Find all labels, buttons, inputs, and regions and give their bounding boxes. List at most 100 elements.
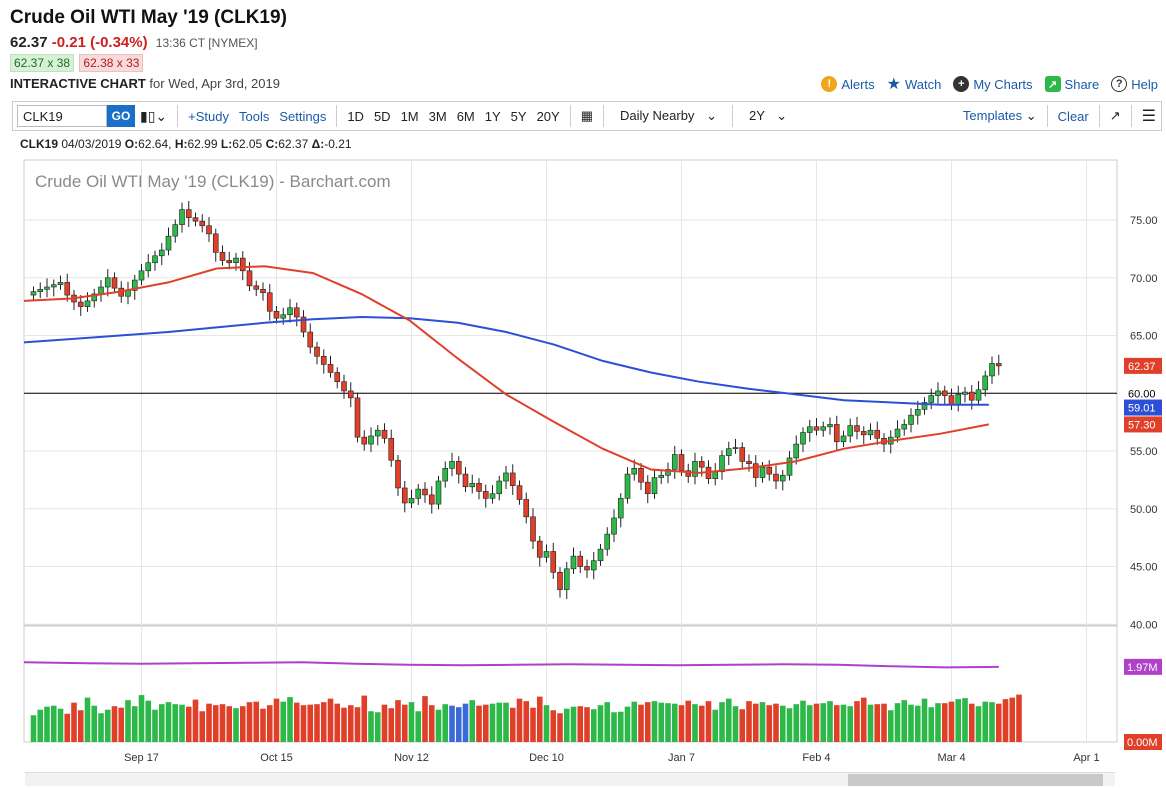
my-charts-label: My Charts xyxy=(973,76,1033,92)
share-icon: ↗ xyxy=(1044,76,1061,92)
calendar-icon[interactable]: ▦ xyxy=(580,108,594,123)
volume-bar xyxy=(779,705,786,742)
ohlc-symbol: CLK19 xyxy=(20,137,59,151)
volume-bar xyxy=(422,696,428,742)
x-tick-label: Feb 4 xyxy=(802,752,830,764)
ohlc-date: 04/03/2019 xyxy=(61,137,122,151)
volume-bar xyxy=(847,706,854,742)
go-button[interactable]: GO xyxy=(107,105,135,127)
candle-body xyxy=(503,472,509,482)
period-1m[interactable]: 1M xyxy=(400,108,419,124)
period-3m[interactable]: 3M xyxy=(428,108,447,124)
candle-body xyxy=(617,498,624,519)
volume-bar xyxy=(320,702,327,742)
price-quote: 62.37 -0.21 (-0.34%) 13:36 CT [NYMEX] xyxy=(10,34,258,51)
menu-icon[interactable]: ☰ xyxy=(1141,108,1156,125)
share-link[interactable]: ↗ Share xyxy=(1044,74,1099,94)
candle-body xyxy=(624,473,631,499)
period-5y[interactable]: 5Y xyxy=(510,108,527,124)
volume-bar xyxy=(773,703,779,742)
expand-icon[interactable]: ↗ xyxy=(1109,108,1121,123)
settings-button[interactable]: Settings xyxy=(279,108,327,124)
volume-bar xyxy=(246,702,253,742)
reference-line-label: 60.00 xyxy=(1128,388,1156,400)
period-1d[interactable]: 1D xyxy=(347,108,364,124)
x-tick-label: Dec 10 xyxy=(529,752,564,764)
volume-bar xyxy=(786,708,793,742)
study-button[interactable]: +Study xyxy=(188,108,229,124)
volume-bar xyxy=(719,702,725,742)
candle-body xyxy=(293,307,300,318)
reference-line-label-bg xyxy=(1124,385,1162,402)
aggregation-select[interactable]: Daily Nearby ⌄ xyxy=(615,108,722,124)
candle-body xyxy=(671,454,678,470)
templates-button[interactable]: Templates ⌄ xyxy=(958,108,1042,124)
volume-bar xyxy=(455,707,462,742)
candle-body xyxy=(955,394,962,406)
delta-value: -0.21 xyxy=(324,137,352,151)
tools-button[interactable]: Tools xyxy=(238,108,270,124)
candle-body xyxy=(935,390,941,396)
volume-bar xyxy=(759,702,766,742)
candle-body xyxy=(597,548,604,562)
volume-bar xyxy=(624,706,631,742)
aggregation-value: Daily Nearby xyxy=(620,108,695,123)
alerts-link[interactable]: ! Alerts xyxy=(821,74,875,94)
candle-body xyxy=(928,395,935,403)
volume-bar xyxy=(415,711,422,742)
volume-bar xyxy=(266,705,273,742)
candle-body xyxy=(246,270,253,287)
period-20y[interactable]: 20Y xyxy=(536,108,560,124)
plus-circle-icon: + xyxy=(953,76,970,92)
candle-body xyxy=(179,209,185,225)
chart-type-icon[interactable]: ▮▯⌄ xyxy=(140,107,168,124)
candle-body xyxy=(30,291,37,296)
interactive-chart-label: INTERACTIVE CHART for Wed, Apr 3rd, 2019 xyxy=(10,76,280,91)
candle-body xyxy=(104,277,111,288)
range-select[interactable]: 2Y ⌄ xyxy=(744,108,792,124)
chart-scrollbar[interactable] xyxy=(25,772,1115,786)
volume-bar xyxy=(523,701,530,742)
y-tick-label: 65.00 xyxy=(1130,331,1158,343)
candle-body xyxy=(287,307,293,316)
symbol-input[interactable] xyxy=(17,105,107,127)
volume-bar xyxy=(800,700,806,742)
volume-bar xyxy=(104,709,111,742)
candle-body xyxy=(347,390,354,399)
clear-button[interactable]: Clear xyxy=(1057,108,1089,124)
candle-body xyxy=(476,483,482,492)
candle-body xyxy=(388,437,395,461)
scrollbar-thumb[interactable] xyxy=(848,774,1103,786)
candle-body xyxy=(449,461,455,469)
watch-link[interactable]: ★ Watch xyxy=(887,74,942,94)
volume-bar xyxy=(935,703,941,742)
candle-body xyxy=(908,414,914,425)
help-link[interactable]: ? Help xyxy=(1111,74,1158,94)
volume-bar xyxy=(827,701,833,742)
my-charts-link[interactable]: + My Charts xyxy=(953,74,1033,94)
volume-bar xyxy=(678,705,685,742)
close-value: 62.37 xyxy=(278,137,309,151)
period-6m[interactable]: 6M xyxy=(456,108,475,124)
volume-bar xyxy=(867,704,874,742)
period-1y[interactable]: 1Y xyxy=(484,108,501,124)
period-5d[interactable]: 5D xyxy=(373,108,391,124)
volume-bar xyxy=(138,695,145,742)
x-tick-label: Jan 7 xyxy=(668,752,695,764)
candle-body xyxy=(361,436,368,445)
volume-bar xyxy=(550,710,557,742)
volume-bar xyxy=(408,702,415,742)
candle-body xyxy=(543,551,550,558)
volume-bar xyxy=(84,697,91,742)
volume-bar xyxy=(314,704,320,742)
volume-bar xyxy=(995,703,1002,742)
candle-body xyxy=(644,481,651,495)
volume-bar xyxy=(374,712,381,742)
candle-body xyxy=(253,285,260,290)
volume-bar xyxy=(813,703,820,742)
candle-body xyxy=(408,498,415,504)
candle-body xyxy=(584,566,590,571)
volume-bar xyxy=(239,706,246,742)
y-tick-label: 40.00 xyxy=(1130,619,1158,631)
